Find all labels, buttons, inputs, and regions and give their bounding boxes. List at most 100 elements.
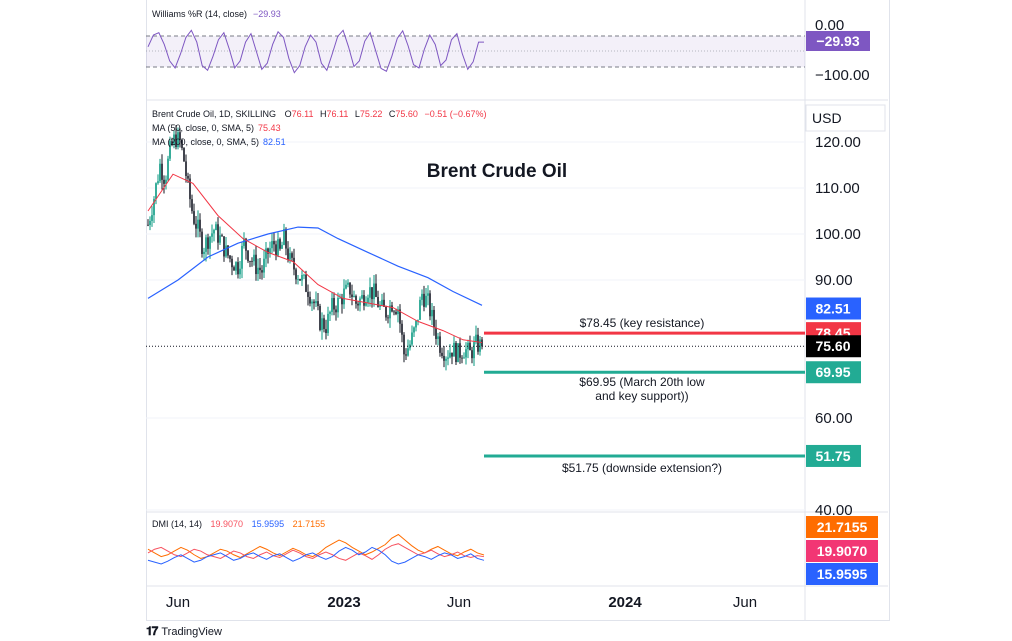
y-tick-label: 110.00 — [815, 180, 860, 197]
candle — [353, 290, 355, 298]
candle — [201, 228, 203, 258]
candle — [189, 174, 191, 208]
candle — [185, 154, 187, 183]
candle — [255, 245, 257, 281]
williams-r-tick-top: 0.00 — [815, 17, 844, 34]
candle — [219, 226, 221, 246]
candle — [193, 203, 195, 226]
candle — [203, 247, 205, 261]
candle — [429, 290, 431, 321]
candle — [179, 128, 181, 148]
dmi-plus-tag: 19.9070 — [806, 540, 878, 562]
currency-box[interactable]: USD — [805, 104, 886, 132]
candle — [367, 294, 369, 307]
candle — [253, 249, 255, 266]
candle — [435, 319, 437, 345]
candle — [301, 270, 303, 287]
extension-tag-text: 51.75 — [815, 448, 850, 464]
candle — [397, 306, 399, 323]
candle — [335, 305, 337, 321]
candle — [405, 348, 407, 360]
support-price-tag: 69.95 — [806, 361, 861, 384]
support-annotation-line1: $69.95 (March 20th low — [579, 375, 705, 389]
candle — [183, 147, 185, 162]
candle — [221, 233, 223, 237]
tradingview-mark-icon: 𝟏𝟕 — [146, 624, 158, 638]
candle — [297, 274, 299, 285]
candle — [207, 233, 209, 255]
candle — [267, 247, 269, 264]
candle — [169, 136, 171, 162]
candle — [283, 223, 285, 246]
candle — [359, 296, 361, 312]
candle — [407, 339, 409, 357]
x-tick-jun-2022: Jun — [166, 594, 190, 611]
candle — [307, 284, 309, 306]
candle — [281, 241, 283, 249]
price-legend: Brent Crude Oil, 1D, SKILLING O76.11 H76… — [152, 109, 487, 147]
candle — [443, 346, 445, 368]
candle — [433, 306, 435, 336]
candle — [355, 294, 357, 309]
candle — [287, 241, 289, 263]
support-annotation-line2: and key support)) — [595, 389, 688, 403]
candle — [469, 335, 471, 351]
candle — [361, 290, 363, 300]
y-tick-label: 40.00 — [815, 502, 853, 519]
williams-r-legend: Williams %R (14, close) −29.93 — [152, 9, 281, 19]
candle — [451, 352, 453, 365]
candle — [461, 355, 463, 364]
candle — [217, 217, 219, 250]
y-tick-label: 120.00 — [815, 134, 861, 151]
candle — [177, 127, 179, 150]
candle — [171, 137, 173, 147]
candle — [455, 341, 457, 366]
extension-annotation: $51.75 (downside extension?) — [562, 461, 722, 475]
williams-r-value-tag: −29.93 — [806, 31, 870, 51]
candle — [481, 336, 483, 350]
candle — [459, 337, 461, 364]
tradingview-logo[interactable]: 𝟏𝟕 TradingView — [146, 624, 222, 639]
dmi-adx-tag-text: 21.7155 — [817, 519, 868, 535]
candle — [195, 216, 197, 238]
dmi-legend: DMI (14, 14) 19.9070 15.9595 21.7155 — [152, 519, 325, 529]
candle — [411, 325, 413, 347]
candle — [175, 125, 177, 150]
price-axis-ticks: 120.00 110.00 100.00 90.00 60.00 40.00 — [815, 134, 861, 519]
candle — [403, 332, 405, 363]
candle — [447, 350, 449, 366]
candle — [381, 293, 383, 307]
ma200-line — [147, 226, 483, 306]
x-tick-2024: 2024 — [608, 594, 642, 611]
candle — [331, 291, 333, 316]
y-tick-label: 60.00 — [815, 410, 853, 427]
candle — [233, 265, 235, 271]
candle — [313, 299, 315, 310]
candle — [269, 241, 271, 258]
candle — [383, 292, 385, 308]
candle — [399, 304, 401, 333]
candle — [323, 314, 325, 333]
ma200-legend: MA (200, close, 0, SMA, 5) 82.51 — [152, 137, 286, 147]
candle — [225, 237, 227, 258]
candle — [173, 130, 175, 149]
candle — [197, 210, 199, 238]
candle — [163, 175, 165, 194]
candle — [271, 233, 273, 254]
dmi-pane: DMI (14, 14) 19.9070 15.9595 21.7155 21.… — [147, 516, 878, 585]
candle — [155, 182, 157, 205]
candle — [241, 242, 243, 279]
candle — [161, 154, 163, 190]
candle — [387, 314, 389, 324]
time-axis: Jun 2023 Jun 2024 Jun — [166, 594, 757, 611]
candle — [431, 302, 433, 326]
dmi-plus-tag-text: 19.9070 — [817, 543, 868, 559]
candle — [151, 206, 153, 227]
candle — [467, 339, 469, 359]
candle — [333, 292, 335, 316]
pane-dividers — [146, 0, 888, 620]
candle — [251, 257, 253, 267]
candle — [401, 320, 403, 343]
y-tick-label: 100.00 — [815, 226, 861, 243]
